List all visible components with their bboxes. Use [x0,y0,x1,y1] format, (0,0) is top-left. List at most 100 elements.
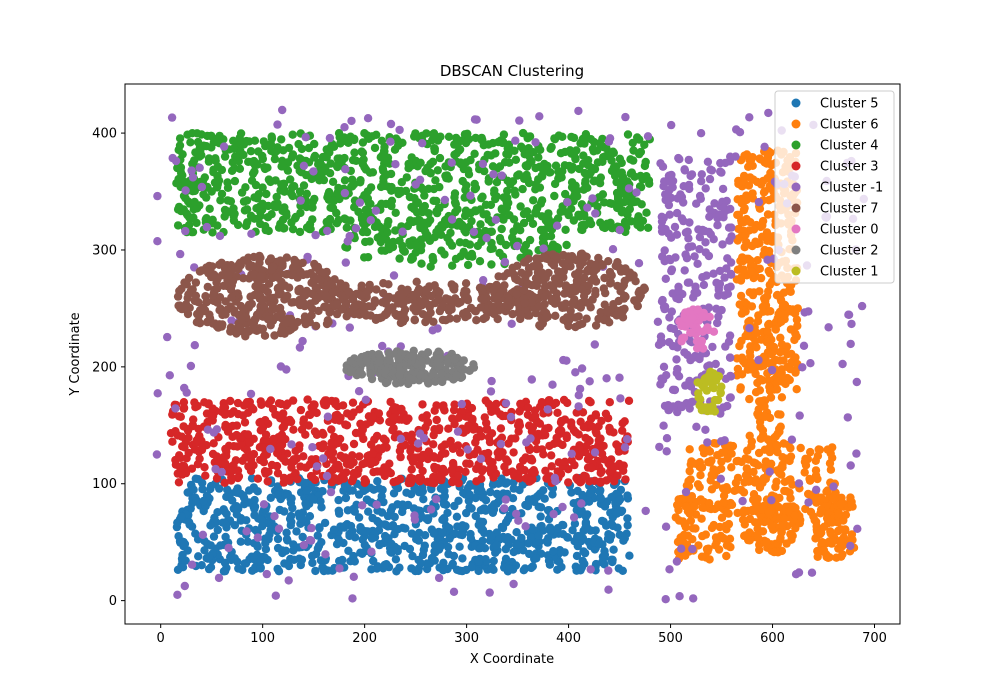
data-point [535,537,544,546]
data-point [267,265,276,275]
data-point [608,245,618,254]
data-point [664,200,674,210]
data-point [500,504,509,513]
data-point [604,566,613,575]
data-point [697,463,707,472]
data-point [398,138,407,147]
data-point [277,135,286,144]
data-point [194,552,203,561]
data-point [280,434,289,444]
data-point [176,249,185,259]
data-point [623,491,632,500]
data-point [593,202,602,211]
data-point [771,482,780,492]
data-point [561,225,570,234]
data-point [608,557,617,567]
data-point [297,144,307,154]
data-point [241,183,250,192]
data-point [190,341,199,350]
data-point [263,315,273,324]
data-point [382,309,391,318]
data-point [734,179,743,189]
data-point [615,154,625,163]
data-point [296,405,306,415]
data-point [580,211,589,221]
data-point [605,398,614,407]
data-point [588,194,597,203]
data-point [336,139,345,148]
data-point [446,228,455,238]
data-point [318,152,328,162]
data-point [763,174,772,183]
data-point [253,487,262,496]
data-point [477,194,486,203]
data-point [295,227,305,237]
data-point [667,266,676,276]
data-point [227,293,236,302]
data-point [309,494,318,504]
data-point [690,252,699,261]
data-point [600,198,609,207]
data-point [692,422,701,431]
data-point [544,556,554,565]
data-point [765,280,774,290]
data-point [529,196,538,205]
data-point [766,393,776,402]
data-point [765,386,775,395]
data-point [246,147,256,156]
data-point [599,455,609,464]
data-point [408,551,417,561]
data-point [412,277,421,286]
data-point [462,294,471,303]
data-point [368,513,377,523]
data-point [273,534,283,544]
data-point [623,514,632,523]
data-point [574,531,583,541]
data-point [476,543,485,553]
data-point [252,204,261,213]
data-point [723,289,733,298]
data-point [753,317,763,326]
data-point [188,187,197,196]
data-point [364,507,373,516]
data-point [438,528,447,537]
data-point [399,501,409,510]
data-point [583,203,592,212]
data-point [508,494,518,503]
data-point [467,563,476,572]
data-point [791,368,800,377]
data-point [242,516,251,525]
data-point [537,398,547,407]
data-point [350,557,359,566]
data-point [284,283,294,292]
data-point [594,539,604,549]
data-point [591,559,601,569]
data-point [722,507,731,517]
data-point [247,229,256,238]
data-point [299,298,308,307]
data-point [618,419,627,428]
data-point [246,292,255,301]
data-point [745,536,754,545]
data-point [739,265,748,274]
data-point [755,287,764,296]
data-point [286,521,295,530]
data-point [666,177,675,187]
data-point [688,544,697,554]
data-point [506,412,516,422]
data-point [171,427,180,436]
data-point [756,155,765,164]
data-point [486,487,495,497]
data-point [585,377,594,386]
data-point [452,512,462,521]
data-point [334,495,343,505]
data-point [741,454,750,463]
data-point [581,524,590,533]
data-point [492,178,502,187]
data-point [366,216,375,225]
series-cluster-5 [172,473,634,576]
data-point [524,144,533,153]
data-point [153,237,162,246]
data-point [203,131,212,141]
